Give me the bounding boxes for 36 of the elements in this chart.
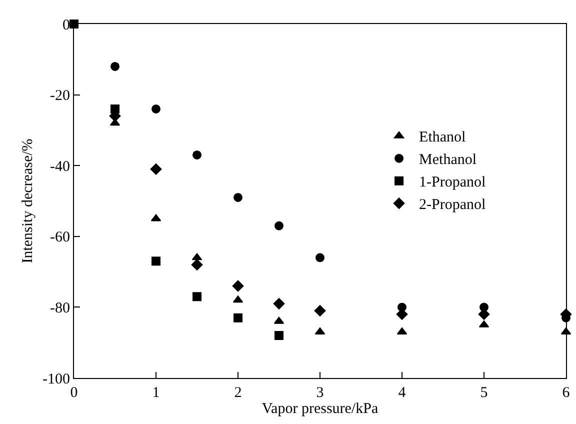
point	[110, 104, 120, 114]
legend-label: 1-Propanol	[419, 174, 486, 191]
legend-label: 2-Propanol	[419, 197, 486, 214]
point	[152, 104, 160, 114]
x-axis-title: Vapor pressure/kPa	[262, 401, 378, 417]
y-tick-label: -20	[50, 88, 70, 104]
y-tick-label: -100	[42, 371, 70, 388]
x-tick-label: 4	[398, 385, 406, 401]
point	[316, 253, 324, 262]
x-tick-label: 5	[480, 385, 488, 401]
point	[150, 163, 162, 175]
point	[314, 305, 326, 316]
x-tick-label: 6	[562, 385, 570, 401]
point	[274, 221, 284, 230]
point	[192, 292, 202, 302]
x-tick-label: 2	[234, 385, 242, 401]
y-tick-label: -80	[50, 300, 70, 316]
legend-label: Methanol	[419, 152, 477, 168]
x-tick-label: 1	[152, 385, 160, 401]
y-axis-title: Intensity decrease/%	[20, 138, 36, 264]
x-tick-label: 3	[316, 385, 324, 401]
y-tick-label: 0	[62, 17, 70, 34]
point	[192, 150, 202, 160]
y-tick-label: -60	[50, 230, 70, 246]
point	[398, 302, 406, 312]
point	[273, 298, 285, 310]
point	[234, 313, 242, 322]
point	[232, 280, 244, 292]
point	[152, 256, 160, 266]
point	[480, 302, 488, 312]
point	[274, 331, 284, 340]
point	[234, 192, 242, 202]
legend-label: Ethanol	[419, 130, 466, 146]
y-tick-label: -40	[50, 158, 70, 175]
point	[191, 259, 203, 270]
point	[110, 62, 120, 71]
